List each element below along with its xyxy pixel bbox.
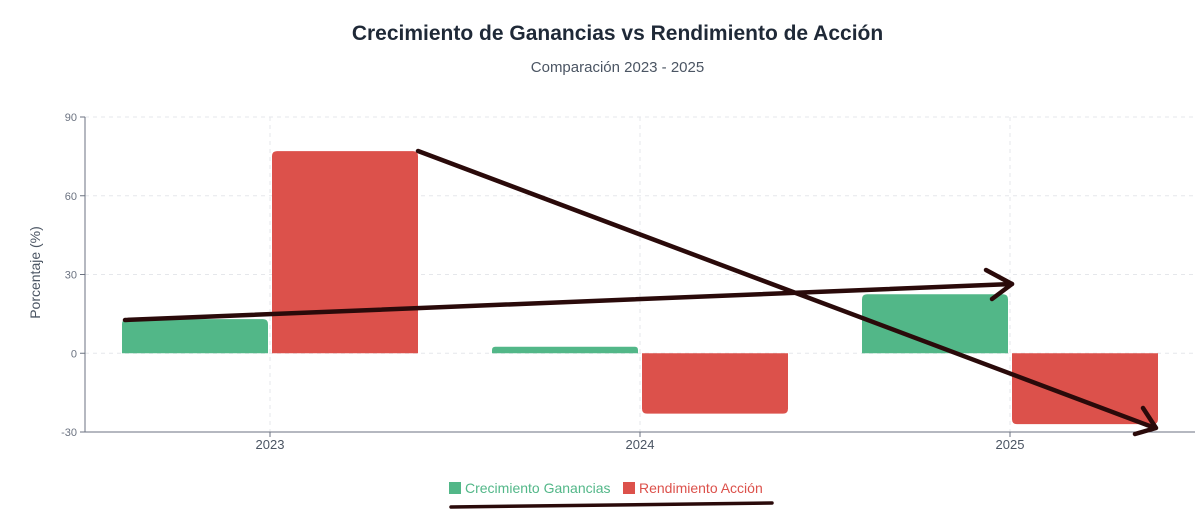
chart-title: Crecimiento de Ganancias vs Rendimiento … — [351, 22, 884, 45]
bar-crecimiento-2023 — [122, 319, 268, 354]
annotation-arrow-falling-head — [1132, 405, 1159, 437]
legend-swatch[interactable] — [623, 482, 635, 494]
y-tick-label: 60 — [65, 191, 77, 203]
y-tick-label: -30 — [61, 427, 77, 439]
x-tick-label: 2024 — [626, 437, 655, 452]
chart-subtitle: Comparación 2023 - 2025 — [530, 59, 705, 76]
annotation-arrow-rising-line — [122, 281, 1015, 323]
bar-rendimiento-2024 — [642, 353, 788, 414]
x-tick-label: 2023 — [256, 437, 285, 452]
y-axis-label: Porcentaje (%) — [27, 226, 43, 319]
legend-entry[interactable]: Rendimiento Acción — [639, 480, 763, 496]
bar-rendimiento-2023 — [272, 151, 418, 354]
x-tick-label: 2025 — [996, 437, 1025, 452]
bar-crecimiento-2024 — [492, 346, 638, 354]
annotation-underline — [449, 501, 774, 509]
bar-rendimiento-2025 — [1012, 353, 1158, 425]
legend-swatch[interactable] — [449, 482, 461, 494]
y-tick-label: 0 — [71, 348, 77, 360]
legend-entry[interactable]: Crecimiento Ganancias — [465, 480, 611, 496]
annotation-arrow-falling-line — [415, 148, 1158, 431]
y-tick-label: 90 — [65, 112, 77, 124]
annotation-arrow-rising-head — [983, 267, 1015, 302]
bar-crecimiento-2025 — [862, 294, 1008, 354]
y-tick-label: 30 — [65, 270, 77, 282]
